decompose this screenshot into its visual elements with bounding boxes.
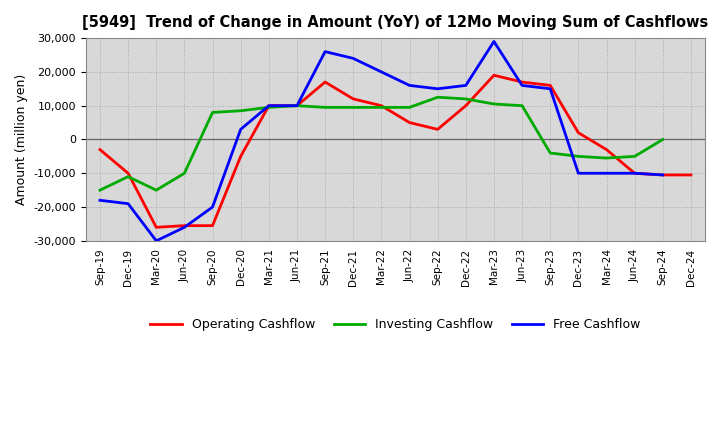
- Free Cashflow: [433, 86, 442, 92]
- Investing Cashflow: [208, 110, 217, 115]
- Free Cashflow: [264, 103, 273, 108]
- Operating Cashflow: [546, 83, 554, 88]
- Operating Cashflow: [292, 103, 301, 108]
- Free Cashflow: [377, 69, 386, 74]
- Legend: Operating Cashflow, Investing Cashflow, Free Cashflow: Operating Cashflow, Investing Cashflow, …: [144, 312, 647, 337]
- Investing Cashflow: [264, 105, 273, 110]
- Investing Cashflow: [602, 155, 611, 161]
- Investing Cashflow: [377, 105, 386, 110]
- Title: [5949]  Trend of Change in Amount (YoY) of 12Mo Moving Sum of Cashflows: [5949] Trend of Change in Amount (YoY) o…: [82, 15, 708, 30]
- Operating Cashflow: [264, 103, 273, 108]
- Investing Cashflow: [292, 103, 301, 108]
- Free Cashflow: [152, 238, 161, 243]
- Investing Cashflow: [405, 105, 414, 110]
- Line: Free Cashflow: Free Cashflow: [100, 41, 663, 241]
- Free Cashflow: [292, 103, 301, 108]
- Operating Cashflow: [462, 103, 470, 108]
- Operating Cashflow: [236, 154, 245, 159]
- Operating Cashflow: [490, 73, 498, 78]
- Investing Cashflow: [96, 187, 104, 193]
- Investing Cashflow: [349, 105, 358, 110]
- Free Cashflow: [630, 171, 639, 176]
- Operating Cashflow: [377, 103, 386, 108]
- Investing Cashflow: [490, 101, 498, 106]
- Operating Cashflow: [687, 172, 696, 178]
- Operating Cashflow: [180, 223, 189, 228]
- Free Cashflow: [180, 225, 189, 230]
- Investing Cashflow: [180, 171, 189, 176]
- Operating Cashflow: [405, 120, 414, 125]
- Investing Cashflow: [546, 150, 554, 156]
- Operating Cashflow: [349, 96, 358, 102]
- Operating Cashflow: [574, 130, 582, 136]
- Operating Cashflow: [96, 147, 104, 152]
- Operating Cashflow: [602, 147, 611, 152]
- Investing Cashflow: [659, 137, 667, 142]
- Investing Cashflow: [152, 187, 161, 193]
- Operating Cashflow: [433, 127, 442, 132]
- Operating Cashflow: [518, 79, 526, 84]
- Investing Cashflow: [236, 108, 245, 114]
- Investing Cashflow: [321, 105, 330, 110]
- Free Cashflow: [659, 172, 667, 178]
- Free Cashflow: [321, 49, 330, 54]
- Free Cashflow: [462, 83, 470, 88]
- Free Cashflow: [602, 171, 611, 176]
- Free Cashflow: [405, 83, 414, 88]
- Investing Cashflow: [124, 174, 132, 179]
- Investing Cashflow: [518, 103, 526, 108]
- Y-axis label: Amount (million yen): Amount (million yen): [15, 74, 28, 205]
- Operating Cashflow: [208, 223, 217, 228]
- Free Cashflow: [349, 56, 358, 61]
- Investing Cashflow: [433, 95, 442, 100]
- Investing Cashflow: [630, 154, 639, 159]
- Operating Cashflow: [630, 171, 639, 176]
- Free Cashflow: [124, 201, 132, 206]
- Free Cashflow: [96, 198, 104, 203]
- Free Cashflow: [574, 171, 582, 176]
- Operating Cashflow: [659, 172, 667, 178]
- Free Cashflow: [518, 83, 526, 88]
- Operating Cashflow: [321, 79, 330, 84]
- Free Cashflow: [490, 39, 498, 44]
- Line: Investing Cashflow: Investing Cashflow: [100, 97, 663, 190]
- Investing Cashflow: [462, 96, 470, 102]
- Free Cashflow: [208, 205, 217, 210]
- Investing Cashflow: [574, 154, 582, 159]
- Free Cashflow: [546, 86, 554, 92]
- Operating Cashflow: [152, 225, 161, 230]
- Free Cashflow: [236, 127, 245, 132]
- Line: Operating Cashflow: Operating Cashflow: [100, 75, 691, 227]
- Operating Cashflow: [124, 171, 132, 176]
